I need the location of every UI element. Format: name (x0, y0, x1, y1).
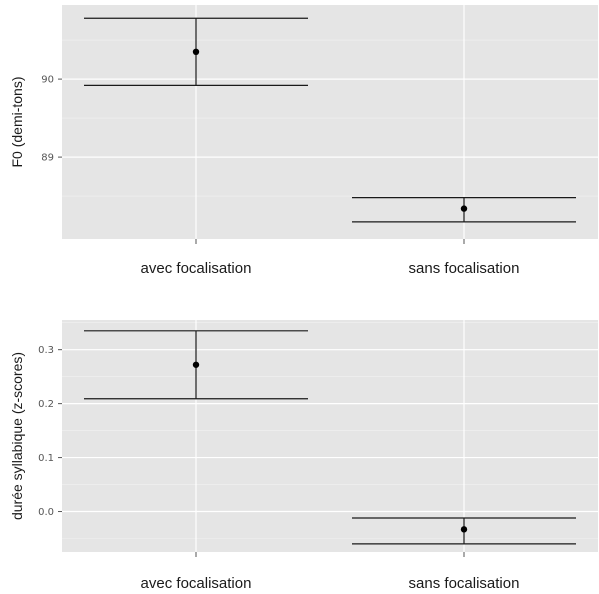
f0-y-axis-label: F0 (demi-tons) (9, 76, 25, 167)
duration-y-ticks: 0.0 0.1 0.2 0.3 (38, 345, 62, 518)
duration-x-ticks: avec focalisation sans focalisation (141, 552, 520, 592)
f0-x-ticks: avec focalisation sans focalisation (141, 239, 520, 277)
mean-point (461, 205, 467, 211)
duration-panel: 0.0 0.1 0.2 0.3 avec focalisation sans focal… (9, 320, 598, 592)
duration-y-tick-label: 0.1 (38, 453, 54, 464)
duration-y-tick-label: 0.2 (38, 399, 54, 410)
f0-y-ticks: 89 90 (41, 75, 62, 164)
duration-x-tick-label: avec focalisation (141, 575, 252, 592)
duration-y-tick-label: 0.3 (38, 345, 54, 356)
f0-x-tick-label: avec focalisation (141, 260, 252, 277)
duration-plot-background (62, 320, 598, 552)
duration-x-tick-label: sans focalisation (409, 575, 520, 592)
f0-y-tick-label: 90 (41, 75, 54, 86)
mean-point (193, 49, 199, 55)
f0-x-tick-label: sans focalisation (409, 260, 520, 277)
f0-y-tick-label: 89 (41, 153, 54, 164)
duration-y-tick-label: 0.0 (38, 507, 54, 518)
mean-point (461, 526, 467, 532)
mean-point (193, 362, 199, 368)
duration-y-axis-label: durée syllabique (z-scores) (9, 352, 25, 520)
